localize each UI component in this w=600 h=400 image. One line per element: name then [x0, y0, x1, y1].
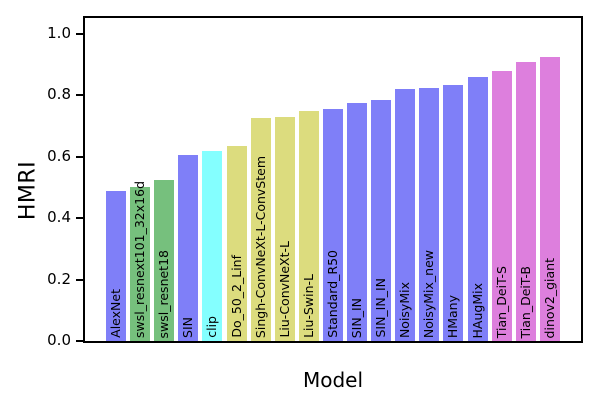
bar-swsl-resnet18: swsl_resnet18	[154, 180, 175, 341]
bar-label: SIN	[180, 317, 196, 338]
bar-standard-r50: Standard_R50	[322, 109, 343, 341]
y-axis-title: HMRI	[15, 160, 41, 221]
bar-label: SIN_IN	[348, 297, 364, 338]
bar-noisymix: NoisyMix	[395, 89, 416, 341]
y-tick-label: 0.4	[47, 208, 71, 227]
y-tick-label: 0.6	[47, 146, 71, 165]
bar-sin: SIN	[178, 155, 199, 341]
bar-label: swsl_resnext101_32x16d	[131, 181, 147, 338]
bar-label: Tian_DeiT-S	[493, 265, 509, 338]
bar-noisymix-new: NoisyMix_new	[419, 88, 440, 341]
y-tick-mark	[76, 33, 83, 35]
bar-do-50-2-linf: Do_50_2_Linf	[226, 146, 247, 341]
y-tick-label: 0.0	[47, 331, 71, 349]
bar-sin-in: SIN_IN	[347, 103, 367, 341]
y-tick-mark	[76, 278, 83, 281]
bars-container: AlexNet swsl_resnext101_32x16d swsl_resnet…	[85, 18, 581, 341]
bar-label: Do_50_2_Linf	[228, 255, 244, 338]
bar-label: HMany	[445, 294, 461, 338]
y-tick-mark	[76, 217, 83, 220]
bar-dinov2-giant: dinov2_giant	[539, 57, 560, 341]
y-tick-mark	[76, 94, 83, 97]
bar-liu-swin-l: Liu-Swin-L	[298, 111, 319, 341]
bar-liu-convnext-l: Liu-ConvNeXt-L	[274, 117, 295, 341]
bar-hmany: HMany	[443, 85, 464, 341]
plot-area: AlexNet swsl_resnext101_32x16d swsl_resnet…	[83, 16, 583, 343]
bar-singh-convnext-l-convstem: Singh-ConvNeXt-L-ConvStem	[250, 118, 271, 341]
bar-label: Singh-ConvNeXt-L-ConvStem	[252, 155, 268, 338]
y-tick-mark	[76, 340, 83, 342]
bar-label: HAugMix	[469, 282, 485, 338]
bar-sin-in-in: SIN_IN_IN	[371, 100, 392, 341]
bar-label: swsl_resnet18	[155, 249, 171, 338]
bar-label: NoisyMix	[396, 281, 412, 338]
y-tick-mark	[76, 155, 83, 158]
y-tick-label: 0.2	[47, 269, 71, 288]
bar-haugmix: HAugMix	[467, 77, 488, 341]
x-axis-title: Model	[302, 368, 364, 392]
bar-label: Liu-Swin-L	[300, 274, 316, 338]
y-tick-label: 1.0	[47, 24, 71, 42]
bar-clip: clip	[202, 151, 223, 341]
bar-label: clip	[204, 316, 220, 338]
bar-alexnet: AlexNet	[106, 191, 126, 341]
bar-label: SIN_IN_IN	[372, 278, 388, 338]
bar-label: dinov2_giant	[541, 257, 557, 338]
bar-label: Liu-ConvNeXt-L	[276, 241, 292, 338]
y-tick-label: 0.8	[47, 85, 71, 104]
bar-label: NoisyMix_new	[421, 249, 437, 338]
bar-label: AlexNet	[107, 289, 123, 338]
bar-tian-deit-s: Tian_DeiT-S	[491, 71, 512, 341]
bar-tian-deit-b: Tian_DeiT-B	[515, 62, 536, 341]
bar-swsl-resnext101-32x16d: swsl_resnext101_32x16d	[130, 181, 151, 341]
bar-label: Standard_R50	[324, 250, 340, 338]
bar-label: Tian_DeiT-B	[517, 265, 533, 338]
